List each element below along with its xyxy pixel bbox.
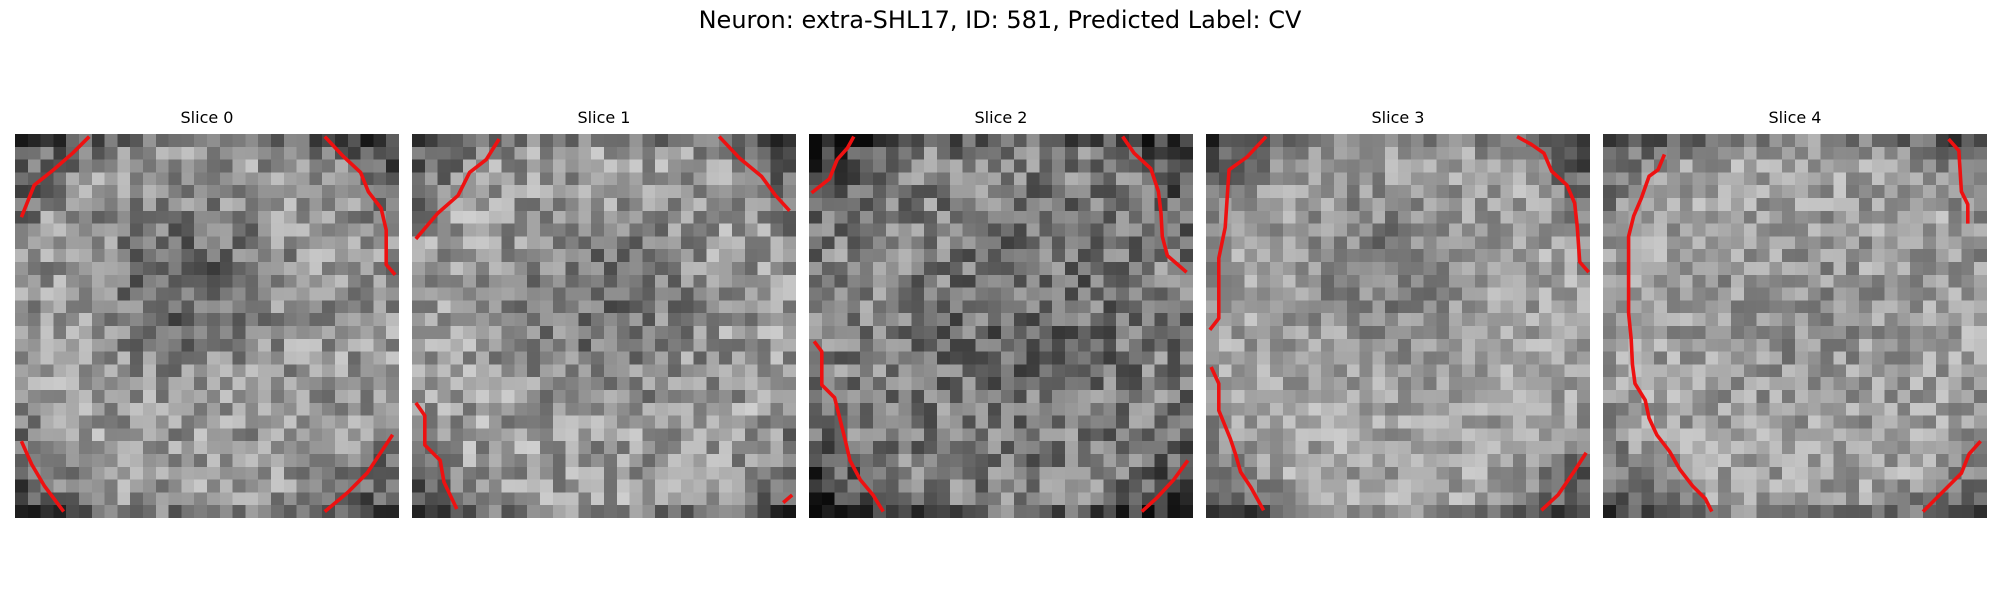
contour-line-3-0 (1208, 135, 1268, 331)
slice-panel-2: Slice 2 (809, 108, 1193, 518)
slice-title-4: Slice 4 (1768, 108, 1822, 127)
contour-line-1-0 (414, 138, 501, 241)
slice-panel-1: Slice 1 (412, 108, 796, 518)
slice-title-0: Slice 0 (180, 108, 234, 127)
slice-panel-0: Slice 0 (15, 108, 399, 518)
slice-2-pixel-grid (809, 134, 1193, 518)
slice-1-contours (414, 135, 794, 510)
contour-line-0-1 (323, 135, 397, 276)
contour-line-1-3 (782, 493, 794, 505)
contour-line-2-3 (1140, 459, 1190, 513)
slice-title-2: Slice 2 (974, 108, 1028, 127)
contour-line-1-2 (414, 401, 459, 510)
slice-image-4 (1603, 134, 1987, 518)
slice-1-pixel-grid (412, 134, 796, 518)
contour-line-3-2 (1209, 366, 1266, 512)
contour-line-0-3 (323, 433, 395, 513)
slice-3-contours (1208, 134, 1590, 512)
slice-4-contours (1626, 137, 1982, 513)
contour-line-2-1 (1121, 135, 1188, 274)
slice-title-3: Slice 3 (1371, 108, 1425, 127)
slice-title-1: Slice 1 (577, 108, 631, 127)
slice-0-pixel-grid (15, 134, 399, 518)
slice-4-pixel-grid (1603, 134, 1987, 518)
contour-line-0-0 (19, 135, 91, 218)
slice-image-1 (412, 134, 796, 518)
contour-line-4-2 (1921, 440, 1982, 513)
contour-line-3-1 (1516, 134, 1590, 274)
slice-image-0 (15, 134, 399, 518)
slice-0-contours (19, 135, 397, 513)
contour-line-0-2 (19, 440, 66, 513)
contour-line-2-2 (812, 340, 885, 513)
contour-line-2-0 (810, 135, 856, 195)
slice-image-2 (809, 134, 1193, 518)
contour-line-1-1 (717, 135, 791, 213)
slice-2-contours (810, 135, 1190, 513)
contour-line-4-1 (1947, 137, 1970, 224)
slice-panel-3: Slice 3 (1206, 108, 1590, 518)
slice-image-3 (1206, 134, 1590, 518)
contour-line-3-3 (1540, 451, 1588, 512)
figure-title: Neuron: extra-SHL17, ID: 581, Predicted … (698, 6, 1302, 34)
slice-panel-4: Slice 4 (1603, 108, 1987, 518)
contour-line-4-0 (1626, 153, 1714, 513)
slice-3-pixel-grid (1206, 134, 1590, 518)
